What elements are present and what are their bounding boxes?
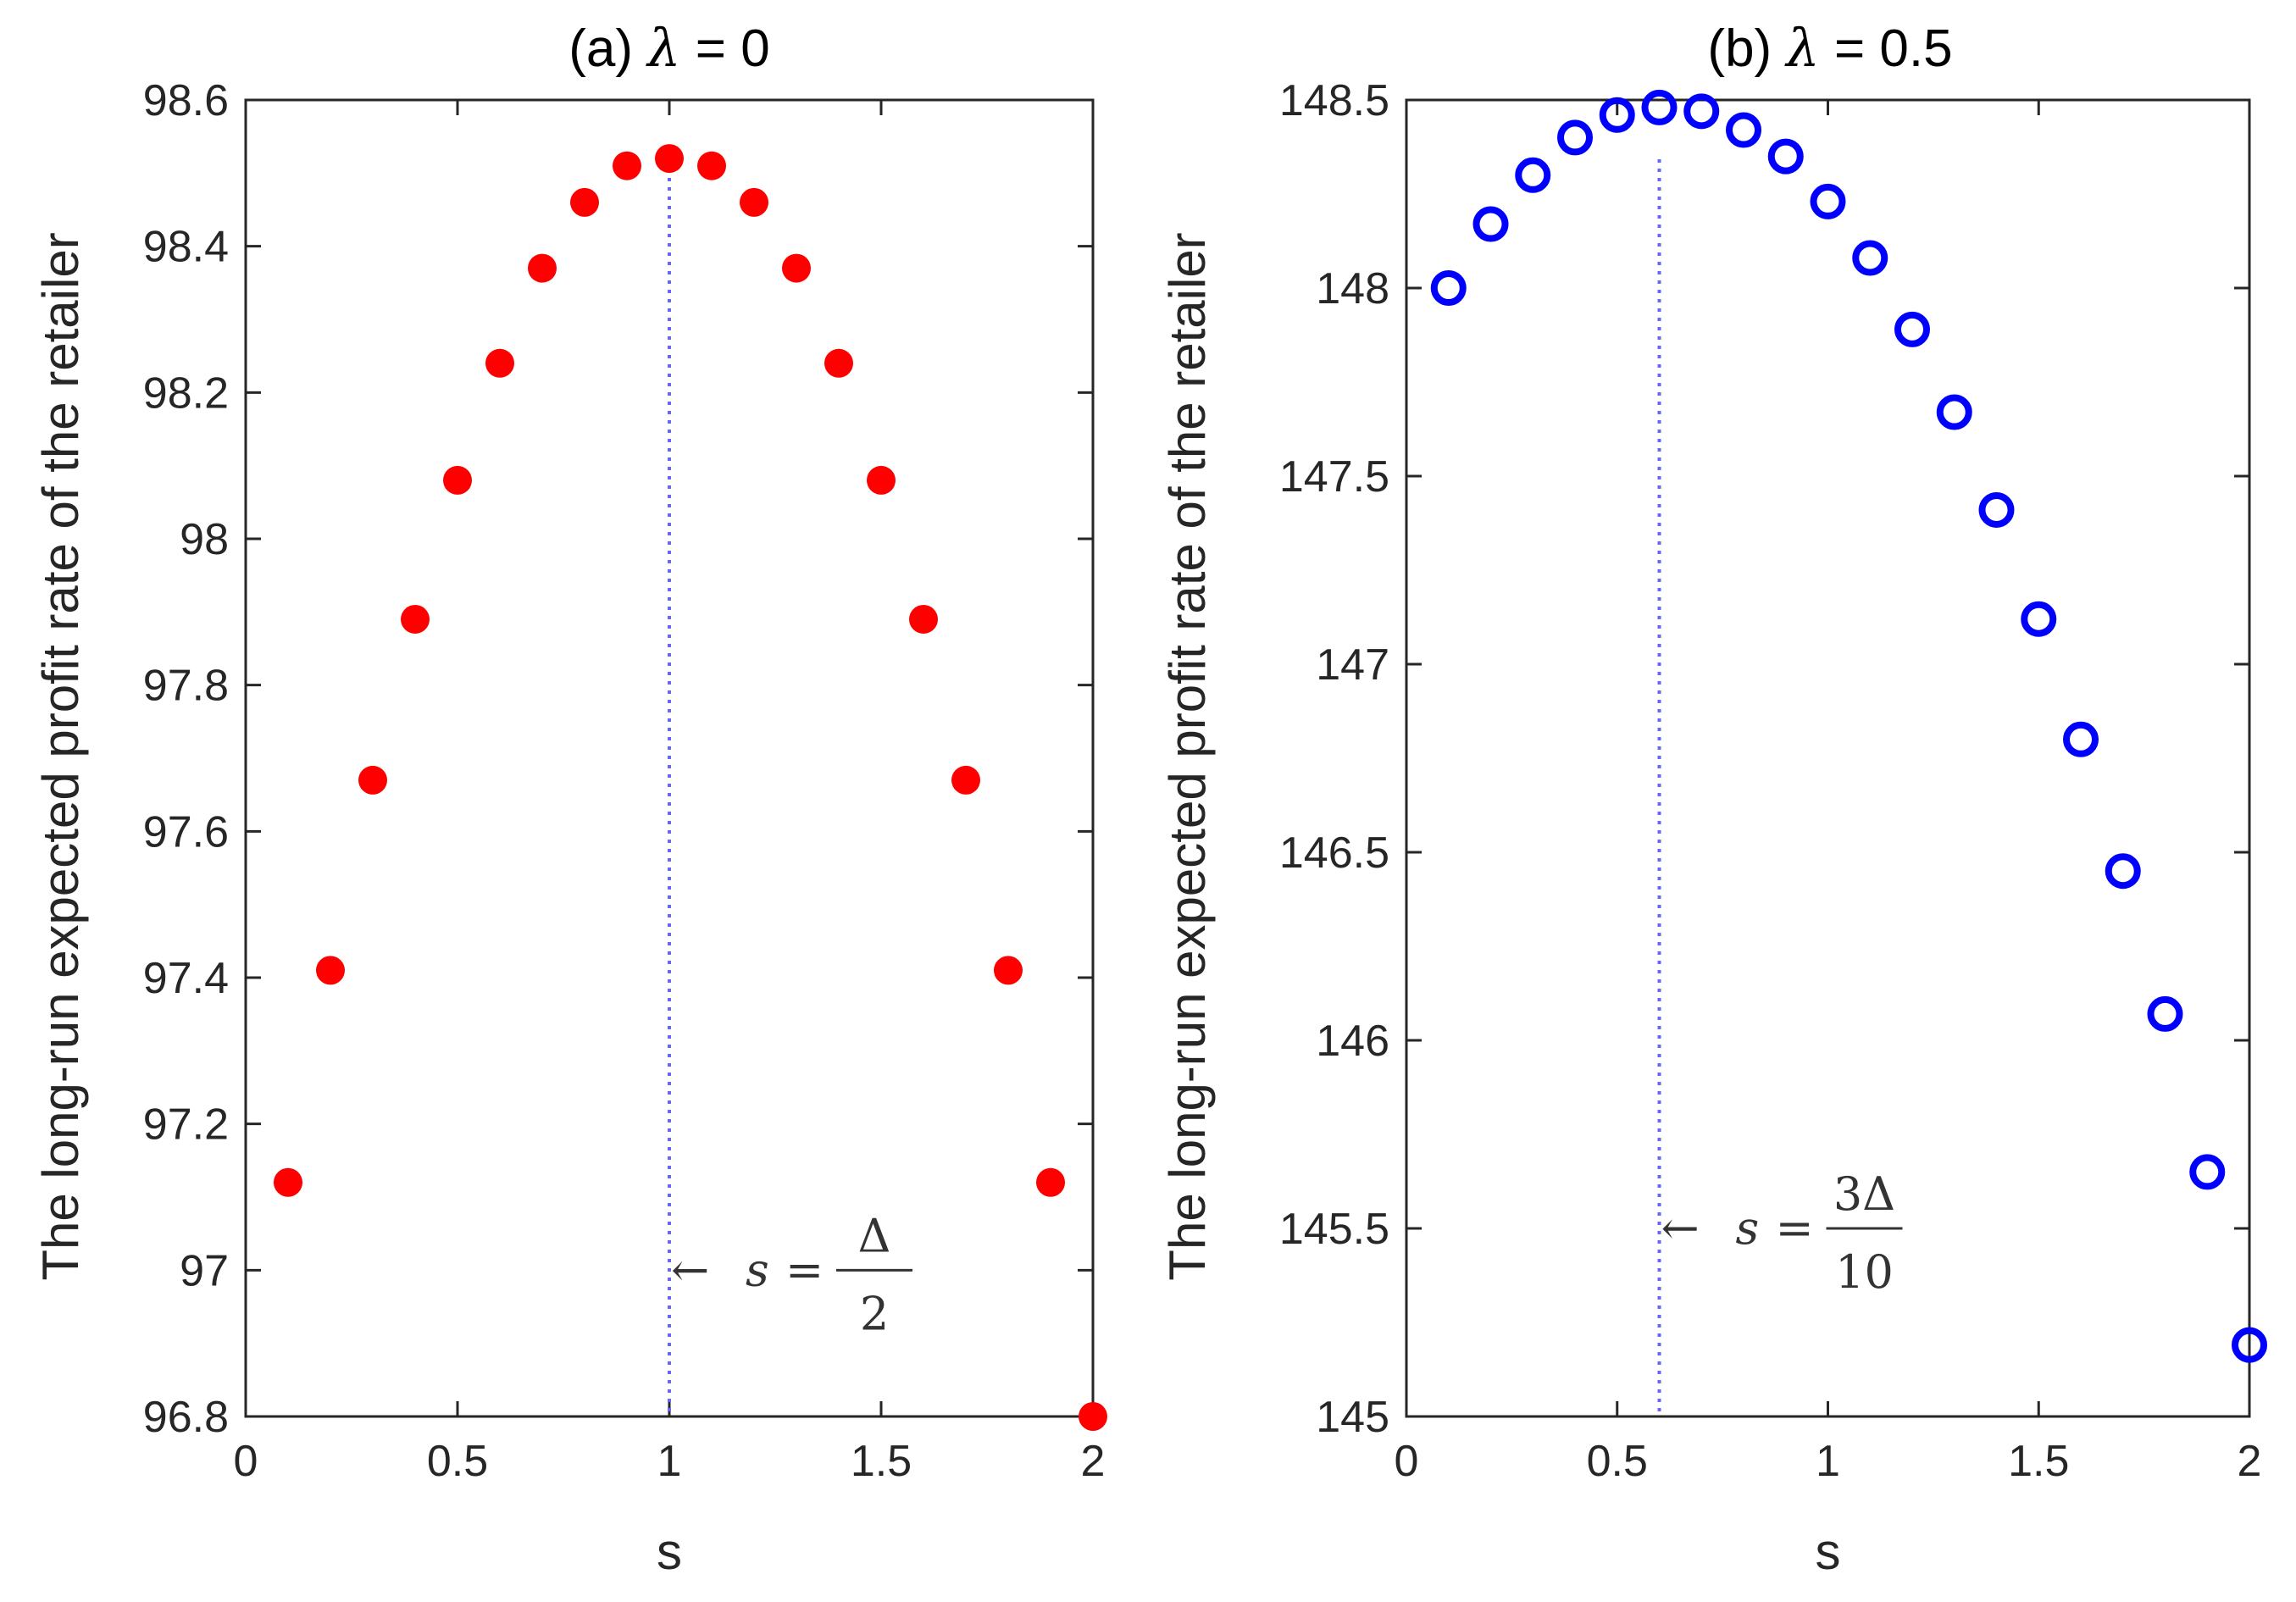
panel-a-data-point: [401, 604, 430, 634]
panel-a-y-tick-label: 98.6: [143, 76, 229, 125]
panel-a-annotation-equals: =: [785, 1243, 824, 1296]
panel-b-data-point: [1683, 93, 1720, 130]
panel-a-data-point: [824, 348, 853, 378]
panel-a-chart: (a) λ = 0 0 0.5 1 1.5 2 96.8 97 97.2 97.4 97.6 97…: [32, 17, 1107, 1580]
panel-a-data-point: [697, 151, 726, 180]
panel-a-annotation-arrow: ←: [671, 1243, 709, 1296]
panel-b-y-tick-label: 147.5: [1279, 452, 1389, 502]
panel-b-chart: (b) λ = 0.5 0 0.5 1 1.5 2 145 145.5 146 146.5 14…: [1159, 17, 2267, 1580]
panel-a-data-point: [528, 253, 557, 283]
panel-b-data-point: [1894, 311, 1930, 347]
panel-b-data-point: [2147, 995, 2183, 1032]
panel-b-data-point: [1472, 206, 1509, 242]
panel-b-annotation-arrow: ←: [1661, 1201, 1700, 1255]
panel-b-y-tick-label: 147: [1316, 640, 1389, 690]
panel-b-y-tick-label: 148: [1316, 264, 1389, 313]
panel-b-data-point: [1767, 138, 1804, 175]
panel-a-data-point: [274, 1167, 302, 1197]
panel-a-x-tick-label: 0: [234, 1437, 258, 1486]
panel-b-data-point: [2105, 853, 2141, 890]
panel-b-optimum-annotation: ← s = 3Δ 10: [1661, 1167, 1903, 1299]
panel-a-y-tick-label: 98: [180, 515, 229, 564]
panel-b-y-tick-label: 146: [1316, 1017, 1389, 1066]
panel-a-data-point: [485, 348, 514, 378]
panel-a-annotation-variable: s: [746, 1243, 769, 1296]
panel-b-x-tick-label: 0.5: [1587, 1437, 1648, 1486]
panel-a-y-tick-label: 96.8: [143, 1393, 229, 1442]
panel-a-y-axis-label: The long-run expected profit rate of the…: [32, 232, 89, 1280]
panel-a-data-point: [994, 956, 1023, 985]
panel-b-data-point: [1515, 157, 1551, 193]
panel-a-x-axis-label: s: [657, 1523, 682, 1580]
panel-b-data-point: [1810, 183, 1846, 219]
panel-b-y-tick-label: 148.5: [1279, 76, 1389, 125]
panel-b-data-point: [1557, 119, 1593, 156]
panel-b-data-point: [1852, 240, 1888, 276]
panel-b-data-point: [1430, 270, 1467, 306]
panel-a-data-point: [782, 253, 811, 283]
panel-b-data-point: [1978, 491, 2015, 528]
panel-a-data-point: [951, 765, 980, 795]
panel-b-x-axis-label: s: [1816, 1523, 1841, 1580]
panel-a-y-tick-label: 98.2: [143, 369, 229, 418]
panel-a-annotation-denominator: 2: [860, 1287, 889, 1340]
panel-a-data-point: [909, 604, 938, 634]
panel-b-data-point: [2232, 1327, 2267, 1363]
panel-b-data-point: [2021, 601, 2057, 637]
panel-b-x-tick-label: 2: [2238, 1437, 2262, 1486]
panel-a-y-tick-label: 97.8: [143, 662, 229, 711]
panel-a-optimum-annotation: ← s = Δ 2: [671, 1209, 912, 1340]
panel-a-y-tick-label: 98.4: [143, 223, 229, 272]
panel-a-data-point: [655, 144, 684, 174]
panel-b-x-tick-label: 0: [1395, 1437, 1419, 1486]
panel-b-data-point: [2063, 721, 2099, 757]
panel-b-data-point: [1726, 112, 1761, 148]
panel-b-plot-area: [1405, 98, 2251, 1418]
panel-b-y-tick-label: 146.5: [1279, 829, 1389, 878]
panel-a-title: (a) λ = 0: [568, 17, 769, 79]
panel-b-data-point: [1936, 394, 1972, 430]
panel-a-data-point: [443, 465, 472, 495]
panel-b-annotation-numerator: 3Δ: [1833, 1167, 1895, 1221]
panel-a-x-tick-label: 2: [1081, 1437, 1106, 1486]
panel-a-data-point: [1079, 1402, 1107, 1431]
panel-a-data-point: [613, 151, 641, 180]
panel-b-data-point: [1599, 97, 1635, 133]
panel-a-annotation-numerator: Δ: [858, 1209, 891, 1262]
panel-a-data-point: [570, 187, 599, 217]
panel-a-y-tick-label: 97.2: [143, 1100, 229, 1150]
panel-b-annotation-denominator: 10: [1835, 1245, 1894, 1299]
panel-a-data-point: [740, 187, 768, 217]
panel-a-data-point: [316, 956, 345, 985]
panel-b-y-axis-label: The long-run expected profit rate of the…: [1159, 232, 1216, 1280]
panel-b-annotation-variable: s: [1736, 1201, 1760, 1255]
panel-a-y-tick-label: 97.6: [143, 807, 229, 856]
panel-b-data-point: [2189, 1154, 2226, 1190]
panel-b-data-point: [1641, 89, 1678, 125]
panel-b-x-tick-label: 1.5: [2008, 1437, 2069, 1486]
panel-b-x-tick-label: 1: [1816, 1437, 1840, 1486]
panel-a-x-tick-label: 0.5: [427, 1437, 488, 1486]
panel-a-y-tick-label: 97.4: [143, 954, 229, 1003]
panel-a-x-tick-label: 1.5: [851, 1437, 912, 1486]
panel-a-data-point: [358, 765, 387, 795]
panel-a-x-tick-label: 1: [657, 1437, 682, 1486]
panel-a-data-point: [867, 465, 896, 495]
panel-a-data-point: [1036, 1167, 1065, 1197]
panel-b-y-tick-label: 145.5: [1279, 1205, 1389, 1254]
panel-b-annotation-equals: =: [1776, 1201, 1814, 1255]
panel-b-y-tick-label: 145: [1316, 1393, 1389, 1442]
panel-a-y-tick-label: 97: [180, 1246, 229, 1295]
panel-b-title: (b) λ = 0.5: [1707, 17, 1952, 79]
